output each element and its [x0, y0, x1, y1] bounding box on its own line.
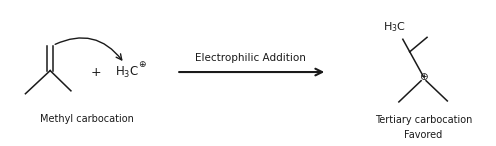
Text: Methyl carbocation: Methyl carbocation: [40, 114, 134, 124]
Text: Electrophilic Addition: Electrophilic Addition: [195, 53, 306, 63]
Text: $\oplus$: $\oplus$: [138, 59, 147, 69]
Text: Favored: Favored: [404, 130, 443, 140]
Text: H$_3$C: H$_3$C: [115, 65, 139, 80]
Text: $\oplus$: $\oplus$: [419, 71, 429, 82]
Text: +: +: [90, 66, 101, 80]
Text: Tertiary carbocation: Tertiary carbocation: [375, 115, 472, 125]
Text: H$_3$C: H$_3$C: [383, 21, 406, 34]
